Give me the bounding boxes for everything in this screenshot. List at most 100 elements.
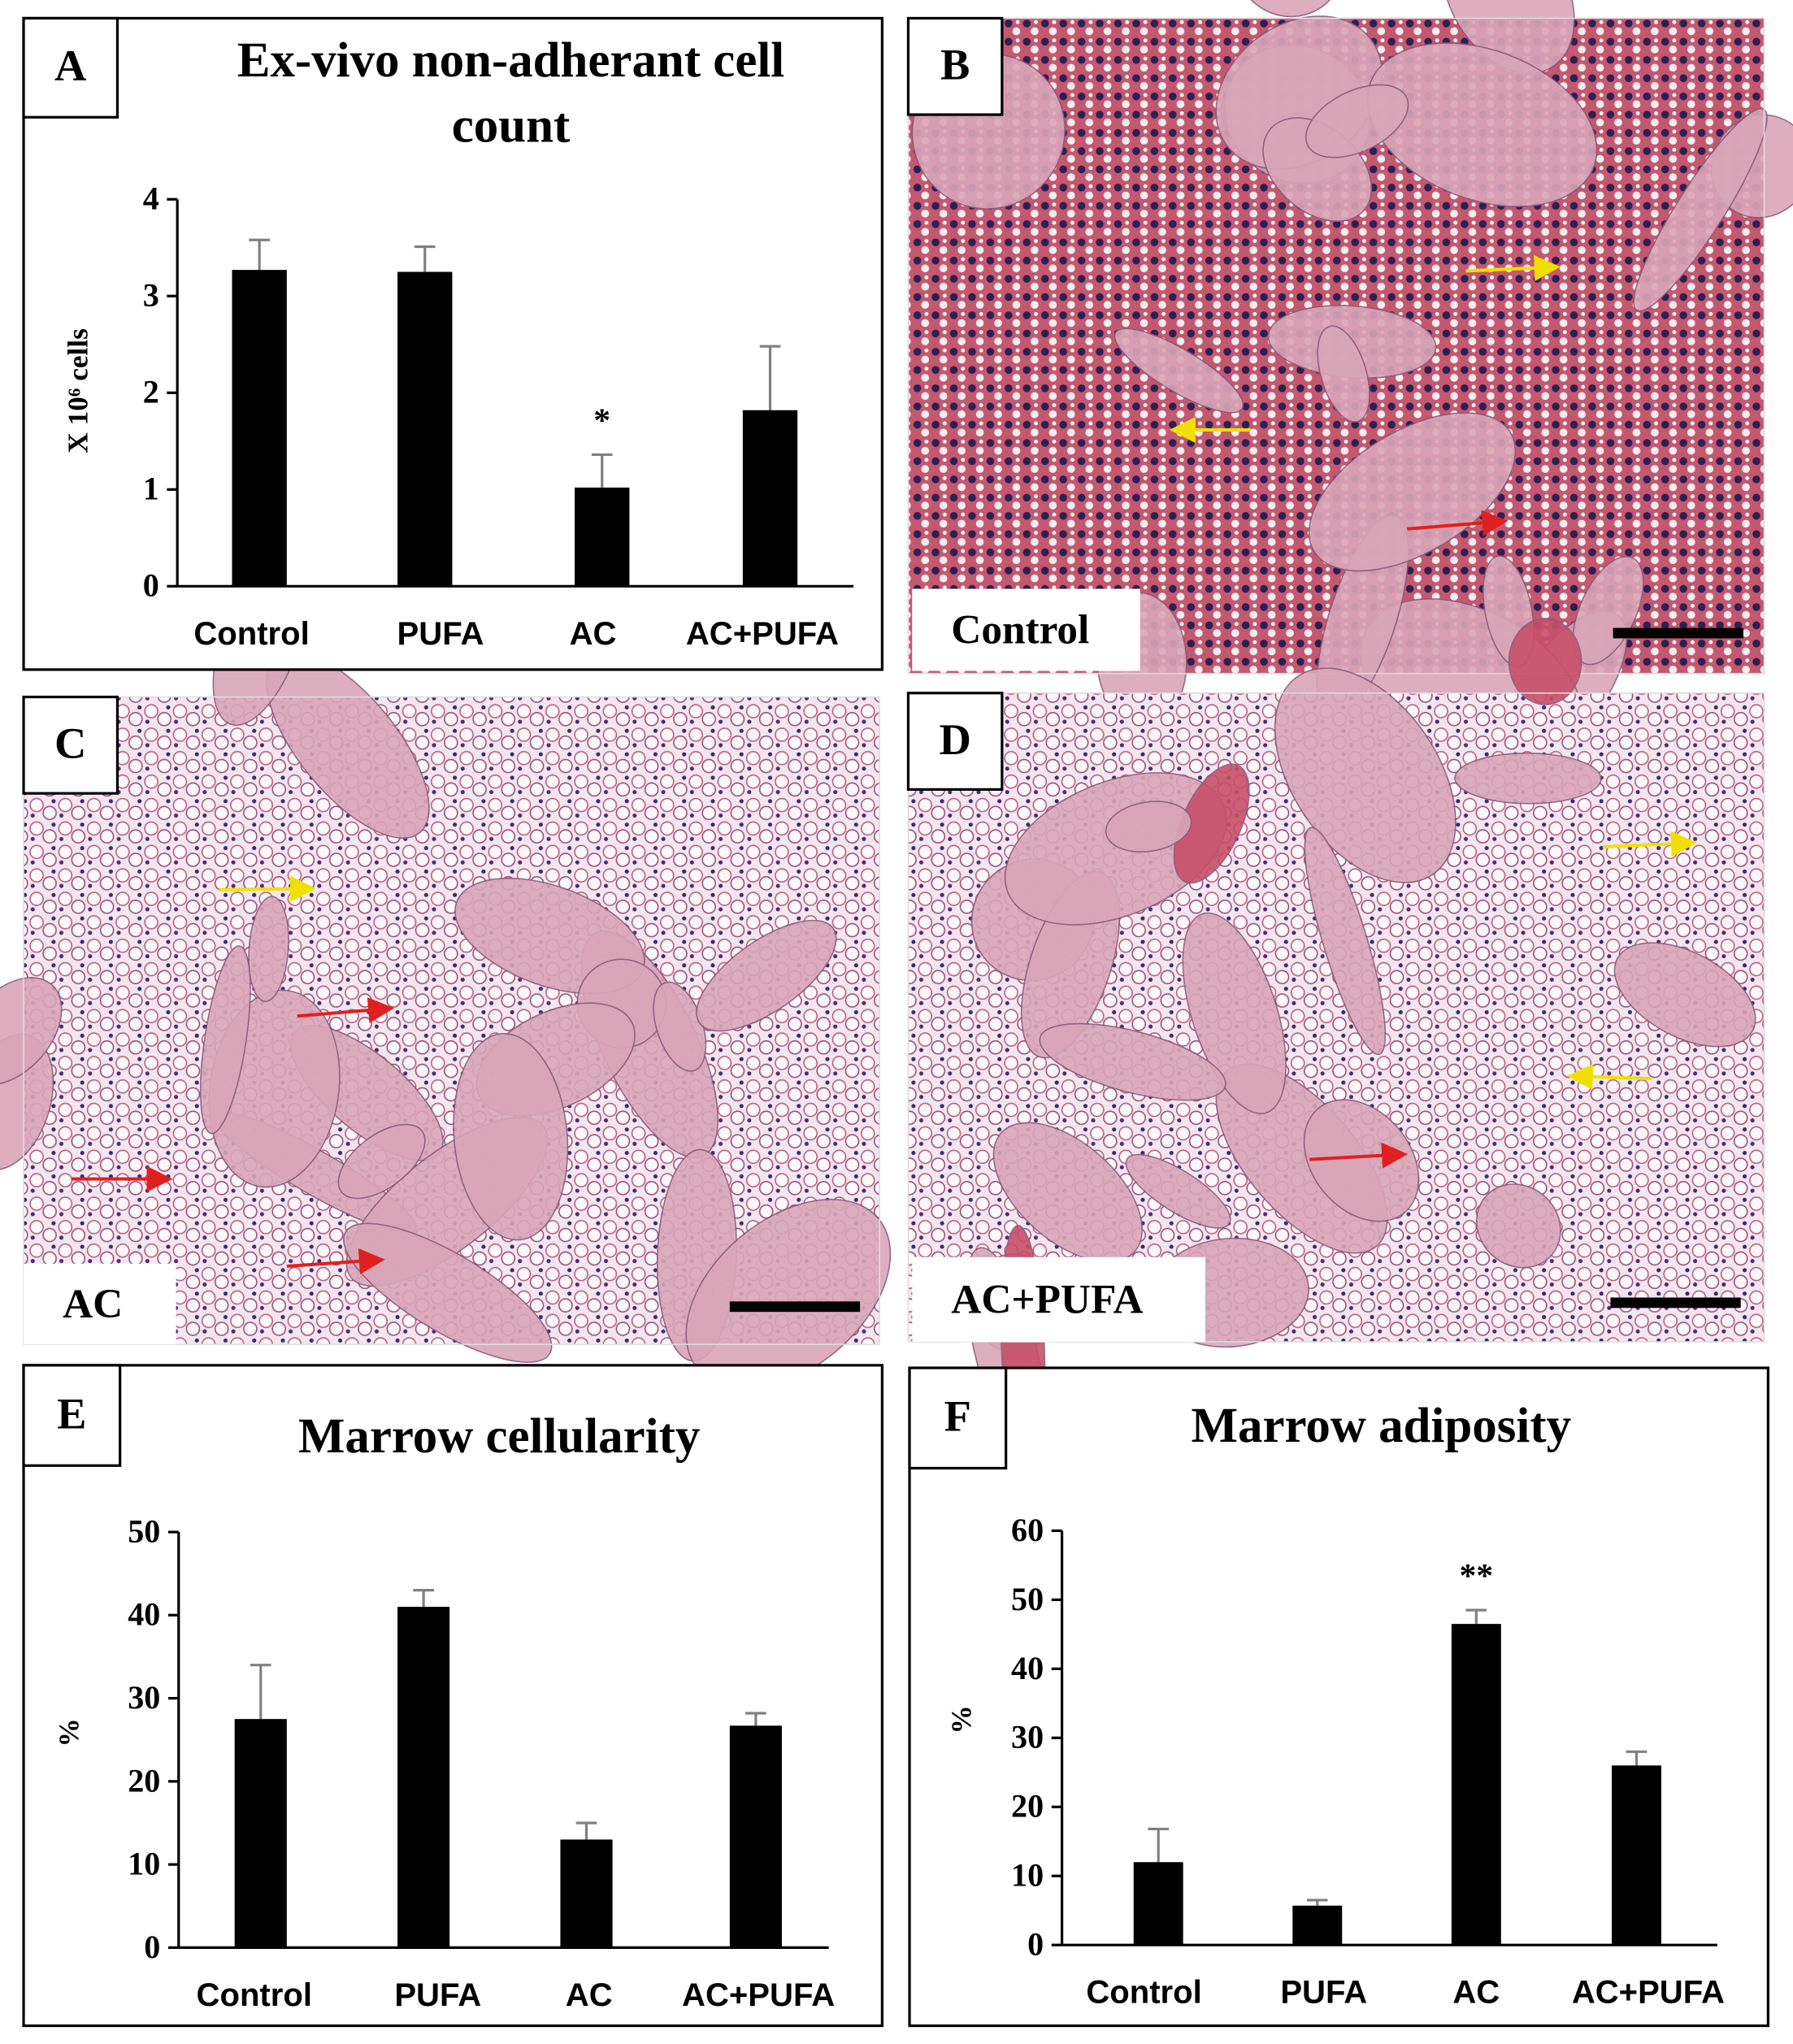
trabecula [0,977,63,1086]
x-tick-label: AC [566,1977,613,2013]
trabecula [343,1222,553,1363]
x-tick-label: Control [197,1977,312,2013]
y-tick-label: 10 [128,1846,160,1882]
panel-letter-box [22,16,119,119]
trabecula [337,1123,426,1200]
scale-bar [1610,1297,1741,1308]
arrow [286,1248,385,1274]
trabecula [1234,0,1345,18]
x-tick-label: AC [570,616,617,652]
trabecula [1475,1183,1561,1269]
y-tick-label: 4 [143,180,159,217]
panel-letter-box [906,692,1004,791]
chart-title: Marrow cellularity [298,1409,700,1464]
trabecula [1454,753,1602,805]
y-tick-label: 3 [143,277,159,314]
y-tick-label: 50 [1011,1581,1044,1617]
scale-bar [729,1301,861,1313]
label-box [912,1256,1205,1343]
panel-letter: C [54,718,86,768]
trabecula [1308,412,1517,572]
y-tick-label: 20 [1011,1788,1044,1825]
image-label: Control [951,607,1089,653]
y-tick-label: 0 [143,567,159,604]
panel-letter-box [908,1366,1008,1470]
x-tick-label: PUFA [394,1977,481,2013]
panel-letter: A [54,41,86,90]
x-tick-label: AC+PUFA [686,616,839,652]
trabecula [1114,328,1244,414]
label-box [24,1263,176,1345]
trabecula [696,919,837,1032]
trabecula [1039,1022,1226,1101]
panel-letter-box [906,16,1004,116]
y-tick-label: 0 [1027,1926,1044,1963]
image-label: AC [63,1281,123,1327]
trabecula [1572,555,1644,666]
trabecula [1366,42,1598,207]
trabecula [248,896,289,1002]
y-tick-label: 30 [1011,1719,1044,1755]
x-tick-label: AC+PUFA [1572,1975,1725,2011]
image-frame [907,692,1765,1343]
panel-letter: B [940,39,970,89]
trabecula [1105,801,1192,853]
bar [397,271,453,587]
arrow [1309,1142,1409,1169]
x-tick-label: Control [1086,1975,1201,2011]
trabecula [199,945,251,1135]
panel-letter-box [22,695,119,795]
image-label: AC+PUFA [951,1276,1143,1322]
label-box [912,588,1140,671]
chart-title: Ex-vivo non-adherant cell [237,33,784,88]
y-axis-label: % [945,1705,977,1734]
bar [1451,1624,1501,1946]
y-tick-label: 50 [128,1512,160,1549]
trabecula [1508,618,1582,705]
y-axis-label: % [53,1718,85,1747]
trabecula [1613,942,1756,1048]
trabecula [1442,0,1575,75]
y-tick-label: 40 [1011,1650,1044,1686]
significance: * [593,402,610,440]
chart-title: Marrow adiposity [1192,1399,1572,1453]
x-tick-label: AC [1452,1975,1500,2011]
arrow [1465,254,1561,281]
x-tick-label: Control [193,616,309,652]
arrow [1566,1063,1652,1090]
y-tick-label: 40 [128,1596,160,1633]
trabecula [1304,827,1387,1056]
arrow [1602,831,1697,857]
scale-bar [1613,627,1743,639]
arrow [297,997,395,1023]
chart-title: count [452,98,571,153]
bar [1133,1862,1183,1946]
trabecula [1182,912,1287,1114]
y-tick-label: 0 [144,1929,160,1965]
bar [234,1719,287,1948]
y-tick-label: 60 [1011,1512,1044,1548]
bar [1612,1765,1661,1946]
trabecula [1125,1153,1231,1229]
panel-letter: E [57,1388,86,1438]
arrow [1407,510,1509,536]
bar [1292,1905,1343,1946]
trabecula [1317,325,1370,423]
trabecula [992,1122,1143,1263]
bar [397,1607,450,1948]
bar [560,1839,613,1948]
bar [729,1725,782,1948]
panel-letter: F [944,1391,971,1440]
y-tick-label: 1 [143,471,159,507]
bar [232,270,287,587]
significance: ** [1459,1557,1493,1595]
bar [742,410,798,587]
trabecula [1305,84,1409,158]
panel-letter-box [22,1364,122,1467]
x-tick-label: PUFA [1280,1975,1367,2011]
y-tick-label: 30 [128,1679,160,1716]
panel-letter: D [939,714,970,764]
x-tick-label: PUFA [397,616,484,652]
y-axis-label: X 10⁶ cells [63,328,94,453]
